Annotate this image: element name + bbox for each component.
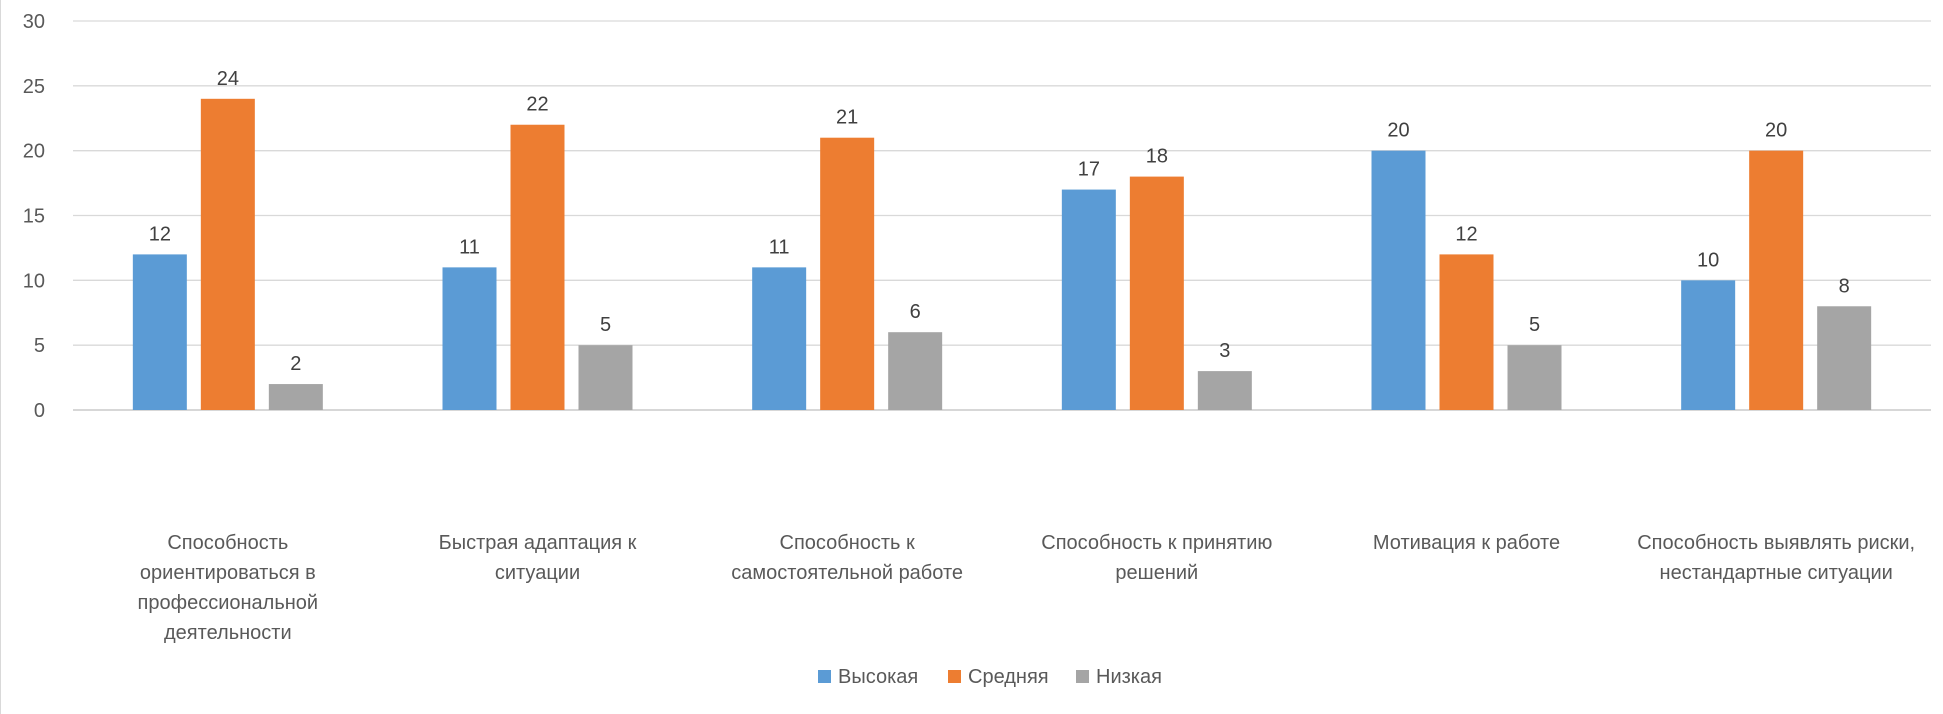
- data-label: 3: [1219, 340, 1230, 362]
- data-label: 2: [290, 353, 301, 375]
- data-label: 12: [149, 223, 171, 245]
- x-tick-label: нестандартные ситуации: [1660, 562, 1893, 584]
- data-label: 20: [1387, 120, 1409, 142]
- data-label: 17: [1078, 159, 1100, 181]
- y-tick-label: 0: [34, 400, 45, 422]
- bar: [442, 267, 497, 410]
- data-label: 5: [600, 314, 611, 336]
- bar: [1371, 150, 1426, 410]
- data-label: 8: [1839, 275, 1850, 297]
- legend-swatch: [818, 670, 831, 683]
- bar: [268, 384, 323, 410]
- legend-label: Средняя: [968, 666, 1049, 688]
- bar: [752, 267, 807, 410]
- bar: [1197, 371, 1252, 410]
- data-label: 11: [459, 236, 480, 258]
- y-tick-label: 5: [34, 335, 45, 357]
- x-tick-label: самостоятельной работе: [731, 562, 963, 584]
- y-tick-label: 25: [23, 76, 45, 98]
- bar: [1129, 176, 1184, 410]
- x-tick-label: Способность выявлять риски,: [1637, 532, 1915, 554]
- x-tick-label: ситуации: [495, 562, 580, 584]
- x-tick-label: Способность к принятию: [1041, 532, 1272, 554]
- data-label: 20: [1765, 120, 1787, 142]
- x-tick-label: Способность к: [780, 532, 916, 554]
- bar: [1749, 150, 1804, 410]
- x-tick-label: профессиональной: [138, 592, 319, 614]
- bar: [1439, 254, 1494, 410]
- data-label: 24: [217, 68, 239, 90]
- bar: [510, 124, 565, 410]
- bar: [888, 332, 943, 410]
- data-label: 18: [1146, 146, 1168, 168]
- bar: [1681, 280, 1736, 410]
- data-label: 6: [910, 301, 921, 323]
- x-tick-label: решений: [1115, 562, 1198, 584]
- bar: [820, 137, 875, 410]
- bar: [200, 98, 255, 411]
- data-label: 10: [1697, 249, 1719, 271]
- data-label: 11: [769, 236, 790, 258]
- y-tick-label: 20: [23, 141, 45, 163]
- data-label: 12: [1455, 223, 1477, 245]
- bar: [132, 254, 187, 410]
- x-tick-label: ориентироваться в: [140, 562, 316, 584]
- bar: [1061, 189, 1116, 410]
- legend-swatch: [1076, 670, 1089, 683]
- x-tick-label: Мотивация к работе: [1373, 532, 1560, 554]
- x-tick-label: Быстрая адаптация к: [439, 532, 637, 554]
- bar: [578, 345, 633, 410]
- legend-swatch: [948, 670, 961, 683]
- legend-label: Высокая: [838, 666, 918, 688]
- legend-label: Низкая: [1096, 666, 1162, 688]
- data-label: 22: [526, 94, 548, 116]
- x-tick-label: Способность: [167, 532, 288, 554]
- bar: [1817, 306, 1872, 410]
- bar: [1507, 345, 1562, 410]
- y-tick-label: 10: [23, 270, 45, 292]
- data-label: 21: [836, 107, 858, 129]
- y-tick-label: 15: [23, 206, 45, 228]
- data-label: 5: [1529, 314, 1540, 336]
- x-tick-label: деятельности: [164, 622, 292, 644]
- y-tick-label: 30: [23, 11, 45, 33]
